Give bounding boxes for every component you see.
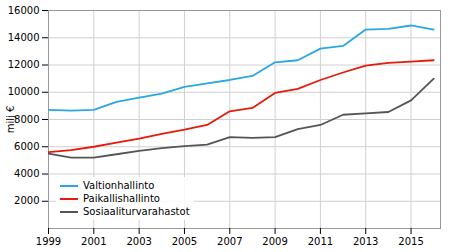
svg-text:2001: 2001	[81, 236, 106, 247]
svg-text:2000: 2000	[14, 195, 39, 206]
svg-text:14000: 14000	[8, 32, 40, 43]
svg-text:2005: 2005	[172, 236, 197, 247]
svg-text:16000: 16000	[8, 5, 40, 16]
svg-text:2011: 2011	[308, 236, 333, 247]
svg-text:12000: 12000	[8, 59, 40, 70]
svg-text:8000: 8000	[14, 114, 39, 125]
html-text:Sosiaaliturvarahastot: Sosiaaliturvarahastot	[83, 206, 190, 217]
svg-text:2015: 2015	[398, 236, 423, 247]
html-text:Paikallishallinto: Paikallishallinto	[83, 193, 160, 204]
svg-text:2009: 2009	[262, 236, 287, 247]
svg-text:2003: 2003	[126, 236, 151, 247]
svg-text:2007: 2007	[217, 236, 242, 247]
svg-text:1999: 1999	[36, 236, 61, 247]
svg-text:milj €: milj €	[5, 106, 16, 134]
html-text:Valtionhallinto: Valtionhallinto	[83, 180, 155, 191]
svg-text:10000: 10000	[8, 86, 40, 97]
svg-text:6000: 6000	[14, 141, 39, 152]
svg-text:4000: 4000	[14, 168, 39, 179]
svg-text:2013: 2013	[353, 236, 378, 247]
